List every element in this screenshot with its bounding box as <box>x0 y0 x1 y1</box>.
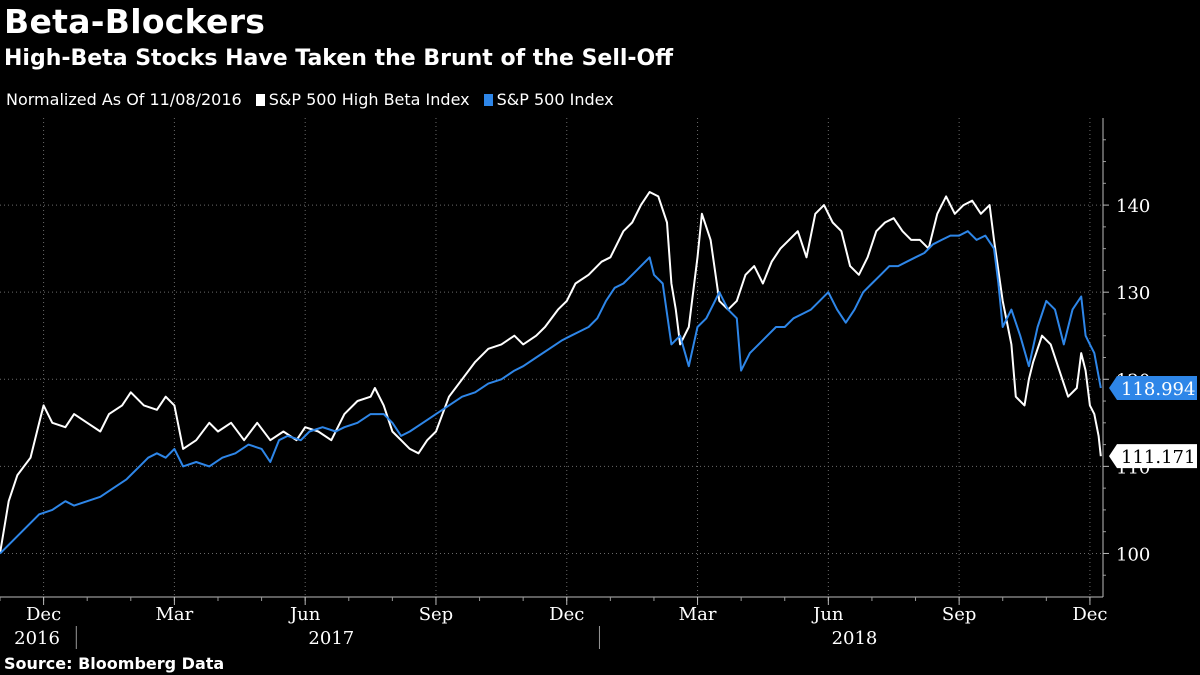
legend-swatch-sp500 <box>483 93 493 106</box>
x-tick-label-1: Mar <box>155 604 193 625</box>
legend-label-sp500: S&P 500 Index <box>496 90 614 109</box>
chart-title: Beta-Blockers <box>4 2 266 41</box>
x-tick-label-5: Mar <box>679 604 717 625</box>
last-value-label-1: 118.994 <box>1121 379 1195 400</box>
year-label-2018: 2018 <box>832 628 878 649</box>
source-note: Source: Bloomberg Data <box>4 654 225 673</box>
y-tick-label-130: 130 <box>1116 283 1150 304</box>
series-line-1 <box>0 230 1102 555</box>
legend-label-high-beta: S&P 500 High Beta Index <box>268 90 470 109</box>
legend-swatch-high-beta <box>255 93 265 106</box>
legend-note: Normalized As Of 11/08/2016 <box>6 90 242 109</box>
x-tick-label-3: Sep <box>419 604 454 625</box>
x-tick-label-4: Dec <box>549 604 584 625</box>
x-tick-label-0: Dec <box>26 604 61 625</box>
last-value-tag-1 <box>1109 376 1197 401</box>
last-value-label-0: 111.171 <box>1121 447 1195 468</box>
x-tick-label-6: Jun <box>811 604 844 625</box>
year-label-2017: 2017 <box>308 628 354 649</box>
x-tick-label-7: Sep <box>942 604 977 625</box>
x-tick-label-8: Dec <box>1072 604 1107 625</box>
series-line-0 <box>0 191 1102 554</box>
x-tick-label-2: Jun <box>288 604 321 625</box>
y-tick-label-140: 140 <box>1116 196 1150 217</box>
y-tick-label-100: 100 <box>1116 544 1150 565</box>
legend: Normalized As Of 11/08/2016 S&P 500 High… <box>6 90 614 109</box>
chart-subtitle: High-Beta Stocks Have Taken the Brunt of… <box>4 46 674 71</box>
year-label-2016: 2016 <box>14 628 60 649</box>
last-value-tag-0 <box>1109 444 1197 469</box>
